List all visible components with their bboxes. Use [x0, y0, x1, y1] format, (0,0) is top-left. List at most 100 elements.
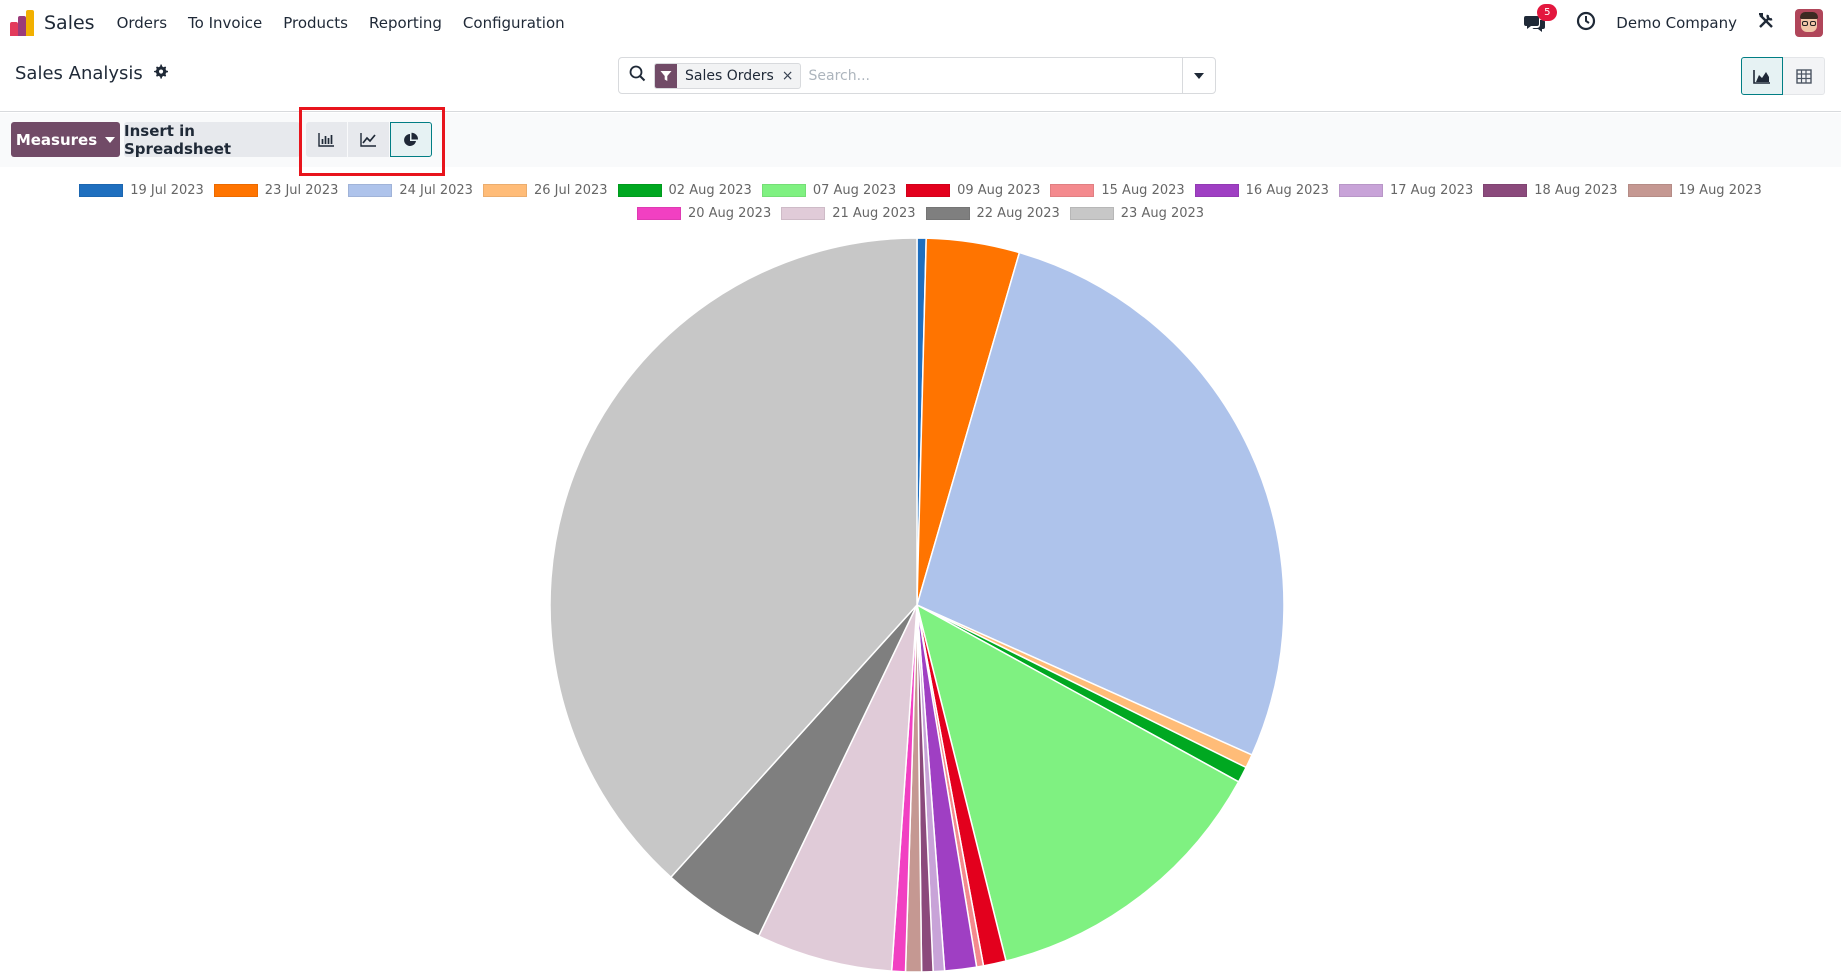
user-avatar[interactable]	[1795, 9, 1823, 37]
legend-item[interactable]: 07 Aug 2023	[761, 182, 896, 199]
gear-icon[interactable]	[153, 63, 168, 84]
insert-in-spreadsheet-button[interactable]: Insert in Spreadsheet	[124, 121, 300, 158]
graph-toolbar: Measures Insert in Spreadsheet	[0, 113, 1841, 167]
legend-label: 19 Aug 2023	[1678, 183, 1762, 198]
legend-label: 16 Aug 2023	[1245, 183, 1329, 198]
legend-item[interactable]: 20 Aug 2023	[636, 205, 772, 222]
pie-chart-button[interactable]	[390, 122, 432, 157]
control-panel: Sales Analysis Sales Orders ×	[0, 46, 1841, 112]
insert-label: Insert in Spreadsheet	[124, 121, 232, 158]
activity-clock-icon[interactable]	[1576, 11, 1596, 35]
search-icon[interactable]	[629, 65, 646, 86]
legend-item[interactable]: 09 Aug 2023	[906, 182, 1040, 199]
area-chart-icon	[1753, 69, 1770, 84]
legend-item[interactable]: 18 Aug 2023	[1483, 182, 1618, 199]
legend-swatch	[79, 184, 124, 197]
chevron-down-icon	[1194, 72, 1204, 79]
legend-label: 20 Aug 2023	[687, 206, 772, 221]
legend-swatch	[1194, 184, 1239, 197]
legend-item[interactable]: 23 Jul 2023	[213, 182, 339, 199]
legend-item[interactable]: 23 Aug 2023	[1069, 205, 1205, 222]
pie-slice[interactable]	[916, 251, 1285, 756]
legend-label: 26 Jul 2023	[533, 183, 608, 198]
debug-tools-icon[interactable]	[1757, 12, 1775, 34]
page-title: Sales Analysis	[15, 63, 143, 84]
remove-facet-button[interactable]: ×	[781, 67, 794, 84]
view-switcher	[1741, 57, 1825, 95]
measures-label: Measures	[15, 130, 98, 149]
line-chart-icon	[360, 133, 376, 147]
legend-item[interactable]: 02 Aug 2023	[617, 182, 752, 199]
search-options-toggle[interactable]	[1182, 58, 1215, 93]
legend-label: 17 Aug 2023	[1389, 183, 1474, 198]
pie-slice[interactable]	[757, 604, 918, 972]
pie-chart-container	[0, 230, 1841, 974]
message-count-badge: 5	[1537, 4, 1558, 21]
facet-label: Sales Orders	[685, 67, 774, 84]
legend-swatch	[1627, 184, 1672, 197]
legend-item[interactable]: 21 Aug 2023	[781, 205, 916, 222]
pie-slice[interactable]	[915, 603, 1240, 962]
search-facet: Sales Orders ×	[654, 62, 801, 89]
caret-down-icon	[105, 136, 116, 143]
legend-label: 24 Jul 2023	[399, 183, 473, 198]
legend-item[interactable]: 24 Jul 2023	[348, 182, 473, 199]
legend-swatch	[781, 207, 826, 220]
filter-icon	[655, 63, 677, 88]
legend-item[interactable]: 26 Jul 2023	[482, 182, 608, 199]
sales-app-icon	[10, 10, 34, 36]
legend-label: 23 Aug 2023	[1120, 206, 1205, 221]
legend-swatch	[482, 184, 527, 197]
pie-chart-icon	[404, 132, 419, 146]
legend-item[interactable]: 19 Jul 2023	[79, 182, 204, 199]
brand[interactable]: Sales	[10, 10, 117, 36]
messaging-icon[interactable]: 5	[1524, 4, 1558, 33]
graph-view-button[interactable]	[1741, 57, 1783, 95]
menu-products[interactable]: Products	[283, 14, 348, 32]
app-name[interactable]: Sales	[44, 12, 95, 34]
menu-orders[interactable]: Orders	[116, 14, 168, 32]
legend-label: 22 Aug 2023	[976, 206, 1060, 221]
legend-swatch	[761, 184, 806, 197]
legend-label: 09 Aug 2023	[957, 183, 1041, 198]
menu-configuration[interactable]: Configuration	[462, 14, 565, 32]
chart-type-highlight-box	[299, 107, 445, 176]
legend-label: 21 Aug 2023	[832, 206, 916, 221]
legend-swatch	[1338, 184, 1383, 197]
top-navbar: Sales Orders To Invoice Products Reporti…	[0, 0, 1841, 46]
legend-item[interactable]: 17 Aug 2023	[1338, 182, 1474, 199]
chart-type-group	[306, 122, 432, 157]
line-chart-button[interactable]	[348, 122, 390, 157]
legend-swatch	[1069, 207, 1114, 220]
pie-chart	[549, 237, 1285, 973]
company-switcher[interactable]: Demo Company	[1616, 14, 1737, 32]
bar-chart-button[interactable]	[306, 122, 348, 157]
menu-to-invoice[interactable]: To Invoice	[188, 14, 263, 32]
legend-item[interactable]: 15 Aug 2023	[1050, 182, 1185, 199]
legend-item[interactable]: 16 Aug 2023	[1194, 182, 1329, 199]
menu-reporting[interactable]: Reporting	[369, 14, 442, 32]
legend-swatch	[213, 184, 258, 197]
legend-label: 15 Aug 2023	[1101, 183, 1185, 198]
legend-label: 02 Aug 2023	[668, 183, 752, 198]
measures-button[interactable]: Measures	[11, 122, 120, 157]
chart-legend: 19 Jul 2023 23 Jul 2023 24 Jul 2023 26 Jul …	[0, 182, 1841, 222]
legend-swatch	[1050, 184, 1095, 197]
search-input[interactable]	[808, 67, 1169, 84]
breadcrumb: Sales Analysis	[15, 63, 168, 84]
pie-slice[interactable]	[549, 237, 918, 879]
pivot-view-button[interactable]	[1783, 57, 1825, 95]
bar-chart-icon	[318, 133, 334, 147]
legend-swatch	[617, 184, 662, 197]
table-icon	[1795, 68, 1812, 84]
legend-swatch	[1483, 184, 1528, 197]
legend-swatch	[348, 184, 393, 197]
legend-item[interactable]: 22 Aug 2023	[925, 205, 1060, 222]
legend-item[interactable]: 19 Aug 2023	[1627, 182, 1762, 199]
legend-label: 19 Jul 2023	[130, 183, 204, 198]
legend-label: 23 Jul 2023	[264, 183, 339, 198]
legend-swatch	[906, 184, 951, 197]
legend-label: 18 Aug 2023	[1534, 183, 1618, 198]
legend-swatch	[636, 207, 681, 220]
search-bar: Sales Orders ×	[618, 57, 1216, 94]
